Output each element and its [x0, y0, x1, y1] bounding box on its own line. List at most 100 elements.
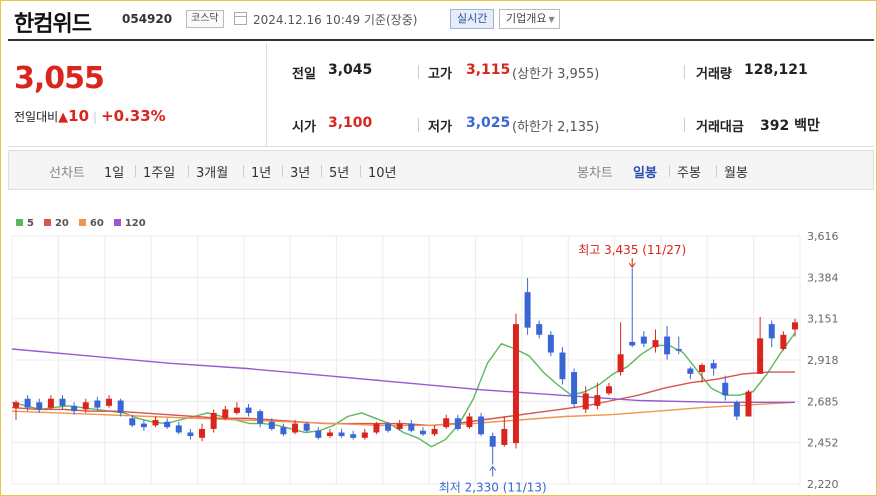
prev-close-value: 3,045: [328, 62, 373, 78]
candle-body: [199, 428, 206, 438]
candle-body: [547, 334, 554, 353]
open-label: 시가: [292, 120, 316, 135]
candle-body: [780, 334, 787, 349]
stock-header: 한컴위드 054920 코스닥 2024.12.16 10:49 기준(장중) …: [8, 0, 874, 41]
candle-chart-label: 봉차트: [577, 166, 613, 181]
candle-body: [338, 432, 345, 437]
candle-body: [117, 400, 124, 413]
divider: [716, 165, 717, 177]
price-summary: 3,055 전일대비▲10 | +0.33% 전일 3,045 고가 3,115 (…: [8, 43, 874, 147]
divider: [684, 65, 685, 79]
candle-body: [698, 364, 705, 373]
low-label: 저가: [428, 120, 452, 135]
tab-daily[interactable]: 일봉: [633, 166, 657, 181]
candle-body: [605, 386, 612, 394]
candle-body: [315, 430, 322, 438]
candle-body: [536, 324, 543, 335]
candle-body: [640, 336, 647, 344]
candle-body: [233, 407, 240, 413]
legend-item: 20: [43, 218, 69, 229]
candle-body: [443, 418, 450, 428]
divider: [360, 165, 361, 177]
y-tick-label: 3,384: [807, 271, 839, 284]
tab-10y[interactable]: 10년: [368, 166, 397, 181]
low-value: 3,025: [466, 115, 511, 131]
candle-body: [187, 432, 194, 437]
candle-body: [164, 421, 171, 428]
change-label: 전일대비: [14, 110, 59, 124]
divider: [266, 43, 267, 147]
low-arrow-head: [489, 465, 497, 471]
candle-body: [582, 393, 589, 410]
calendar-icon: [234, 12, 247, 25]
candle-body: [733, 402, 740, 417]
candle-body: [373, 423, 380, 433]
candle-body: [13, 402, 19, 408]
candle-body: [303, 423, 310, 431]
candle-body: [245, 407, 252, 413]
candle-body: [768, 324, 775, 339]
candle-body: [512, 324, 519, 444]
amount-label: 거래대금: [696, 120, 744, 135]
low-annotation: 최저 2,330 (11/13): [439, 480, 547, 494]
candle-body: [792, 322, 798, 330]
candle-body: [24, 398, 31, 408]
candle-body: [687, 368, 694, 374]
legend-label: 5: [27, 218, 34, 229]
volume-label: 거래량: [696, 67, 732, 82]
tab-1y[interactable]: 1년: [251, 166, 272, 181]
high-annotation: 최고 3,435 (11/27): [578, 243, 686, 257]
candle-body: [106, 398, 113, 406]
tab-weekly[interactable]: 주봉: [677, 166, 701, 181]
candle-body: [152, 420, 159, 426]
open-value: 3,100: [328, 115, 373, 131]
candle-body: [47, 398, 54, 408]
candle-body: [408, 423, 415, 431]
y-tick-label: 2,220: [807, 478, 839, 491]
tab-1w[interactable]: 1주일: [143, 166, 176, 181]
candle-body: [36, 402, 43, 410]
tab-5y[interactable]: 5년: [329, 166, 350, 181]
company-info-button[interactable]: 기업개요 ▼: [499, 9, 560, 29]
price-change: 전일대비▲10 | +0.33%: [14, 107, 166, 125]
candle-body: [524, 292, 531, 328]
up-triangle-icon: ▲: [58, 110, 69, 125]
company-name[interactable]: 한컴위드: [14, 12, 92, 37]
tab-1d[interactable]: 1일: [104, 166, 125, 181]
divider: |: [93, 110, 98, 124]
ma-60-line: [11, 401, 796, 427]
candle-body: [292, 423, 299, 433]
legend-item: 60: [78, 218, 104, 229]
tab-3y[interactable]: 3년: [290, 166, 311, 181]
candle-body: [257, 411, 264, 424]
legend-item: 5: [16, 218, 34, 229]
y-tick-label: 2,918: [807, 354, 839, 367]
chevron-down-icon: ▼: [548, 15, 555, 24]
realtime-button[interactable]: 실시간: [450, 9, 495, 29]
tab-monthly[interactable]: 월봉: [724, 166, 748, 181]
candle-body: [664, 336, 671, 355]
candle-body: [757, 338, 764, 374]
line-chart-label: 선차트: [49, 166, 85, 181]
change-value: 10: [68, 107, 90, 125]
candle-body: [617, 354, 624, 373]
candle-body: [210, 412, 217, 429]
ma-120-line: [11, 348, 795, 403]
legend-label: 60: [89, 218, 104, 229]
candle-body: [594, 395, 601, 406]
timestamp: 2024.12.16 10:49 기준(장중): [253, 13, 418, 27]
candle-body: [71, 405, 78, 412]
divider: [418, 118, 419, 132]
candle-body: [385, 423, 392, 431]
company-info-label: 기업개요: [506, 12, 547, 25]
candle-body: [175, 425, 182, 433]
ma-20-line: [11, 371, 795, 427]
tab-3m[interactable]: 3개월: [196, 166, 229, 181]
divider: [321, 165, 322, 177]
legend-swatch: [43, 219, 51, 226]
y-tick-label: 2,452: [807, 437, 839, 450]
market-badge: 코스닥: [186, 10, 224, 28]
y-tick-label: 3,616: [807, 230, 839, 243]
y-tick-label: 3,151: [807, 313, 839, 326]
